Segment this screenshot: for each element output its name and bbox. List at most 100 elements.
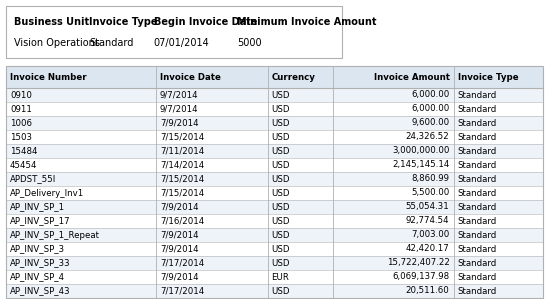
Bar xyxy=(6,6,341,58)
Text: 8,860.99: 8,860.99 xyxy=(412,175,450,184)
Text: Standard: Standard xyxy=(458,272,497,281)
Text: 7/16/2014: 7/16/2014 xyxy=(160,216,204,225)
Text: Invoice Type: Invoice Type xyxy=(458,72,518,82)
Text: USD: USD xyxy=(272,259,290,268)
Text: 7/15/2014: 7/15/2014 xyxy=(160,175,204,184)
Text: 7/9/2014: 7/9/2014 xyxy=(160,118,198,127)
Text: 0910: 0910 xyxy=(10,91,32,100)
Bar xyxy=(6,102,543,116)
Text: USD: USD xyxy=(272,245,290,254)
Text: USD: USD xyxy=(272,147,290,155)
Bar xyxy=(6,88,543,102)
Text: 7/15/2014: 7/15/2014 xyxy=(160,132,204,141)
Text: Invoice Number: Invoice Number xyxy=(10,72,87,82)
Text: 3,000,000.00: 3,000,000.00 xyxy=(392,147,450,155)
Text: 9/7/2014: 9/7/2014 xyxy=(160,104,198,114)
Text: USD: USD xyxy=(272,216,290,225)
Text: 6,069,137.98: 6,069,137.98 xyxy=(393,272,450,281)
Bar xyxy=(6,214,543,228)
Text: 7/9/2014: 7/9/2014 xyxy=(160,231,198,239)
Text: AP_INV_SP_3: AP_INV_SP_3 xyxy=(10,245,65,254)
Bar xyxy=(6,284,543,298)
Bar xyxy=(6,66,543,298)
Bar xyxy=(6,186,543,200)
Text: Standard: Standard xyxy=(458,118,497,127)
Bar xyxy=(6,66,543,88)
Text: Invoice Amount: Invoice Amount xyxy=(374,72,450,82)
Text: 7,003.00: 7,003.00 xyxy=(411,231,450,239)
Text: AP_Delivery_Inv1: AP_Delivery_Inv1 xyxy=(10,188,84,198)
Text: 15,722,407.22: 15,722,407.22 xyxy=(386,259,450,268)
Text: 55,054.31: 55,054.31 xyxy=(406,202,450,211)
Text: 0911: 0911 xyxy=(10,104,32,114)
Text: 92,774.54: 92,774.54 xyxy=(406,216,450,225)
Text: 07/01/2014: 07/01/2014 xyxy=(154,39,209,48)
Text: Standard: Standard xyxy=(458,104,497,114)
Text: 7/17/2014: 7/17/2014 xyxy=(160,286,204,295)
Text: 7/17/2014: 7/17/2014 xyxy=(160,259,204,268)
Text: 45454: 45454 xyxy=(10,161,37,170)
Text: USD: USD xyxy=(272,188,290,198)
Text: Currency: Currency xyxy=(272,72,316,82)
Text: USD: USD xyxy=(272,202,290,211)
Text: AP_INV_SP_43: AP_INV_SP_43 xyxy=(10,286,71,295)
Text: USD: USD xyxy=(272,161,290,170)
Text: 7/14/2014: 7/14/2014 xyxy=(160,161,204,170)
Text: Standard: Standard xyxy=(458,132,497,141)
Text: Standard: Standard xyxy=(458,231,497,239)
Text: USD: USD xyxy=(272,104,290,114)
Text: 6,000.00: 6,000.00 xyxy=(411,104,450,114)
Bar xyxy=(6,130,543,144)
Bar xyxy=(6,172,543,186)
Bar xyxy=(6,242,543,256)
Text: 1006: 1006 xyxy=(10,118,32,127)
Text: Invoice Type: Invoice Type xyxy=(89,17,158,27)
Text: Standard: Standard xyxy=(458,147,497,155)
Text: AP_INV_SP_1_Repeat: AP_INV_SP_1_Repeat xyxy=(10,231,100,239)
Text: USD: USD xyxy=(272,132,290,141)
Text: 20,511.60: 20,511.60 xyxy=(406,286,450,295)
Text: 7/9/2014: 7/9/2014 xyxy=(160,245,198,254)
Bar xyxy=(6,228,543,242)
Text: Standard: Standard xyxy=(458,216,497,225)
Text: 7/15/2014: 7/15/2014 xyxy=(160,188,204,198)
Text: 7/9/2014: 7/9/2014 xyxy=(160,272,198,281)
Text: 15484: 15484 xyxy=(10,147,37,155)
Text: Standard: Standard xyxy=(458,91,497,100)
Text: 6,000.00: 6,000.00 xyxy=(411,91,450,100)
Text: Invoice Date: Invoice Date xyxy=(160,72,221,82)
Text: 7/11/2014: 7/11/2014 xyxy=(160,147,204,155)
Text: USD: USD xyxy=(272,175,290,184)
Text: 5000: 5000 xyxy=(237,39,261,48)
Text: Standard: Standard xyxy=(458,175,497,184)
Text: USD: USD xyxy=(272,286,290,295)
Text: Business Unit: Business Unit xyxy=(14,17,89,27)
Text: Standard: Standard xyxy=(89,39,133,48)
Text: Standard: Standard xyxy=(458,286,497,295)
Text: EUR: EUR xyxy=(272,272,289,281)
Text: 2,145,145.14: 2,145,145.14 xyxy=(392,161,450,170)
Text: 7/9/2014: 7/9/2014 xyxy=(160,202,198,211)
Text: AP_INV_SP_4: AP_INV_SP_4 xyxy=(10,272,65,281)
Text: Standard: Standard xyxy=(458,188,497,198)
Text: Standard: Standard xyxy=(458,161,497,170)
Text: Vision Operations: Vision Operations xyxy=(14,39,100,48)
Text: AP_INV_SP_1: AP_INV_SP_1 xyxy=(10,202,65,211)
Text: 24,326.52: 24,326.52 xyxy=(406,132,450,141)
Bar xyxy=(6,256,543,270)
Text: AP_INV_SP_33: AP_INV_SP_33 xyxy=(10,259,71,268)
Text: USD: USD xyxy=(272,118,290,127)
Text: Begin Invoice Date: Begin Invoice Date xyxy=(154,17,257,27)
Text: 1503: 1503 xyxy=(10,132,32,141)
Bar xyxy=(6,270,543,284)
Text: Standard: Standard xyxy=(458,245,497,254)
Text: Standard: Standard xyxy=(458,202,497,211)
Text: 42,420.17: 42,420.17 xyxy=(406,245,450,254)
Text: Standard: Standard xyxy=(458,259,497,268)
Bar xyxy=(6,158,543,172)
Text: Minimum Invoice Amount: Minimum Invoice Amount xyxy=(237,17,377,27)
Text: APDST_55I: APDST_55I xyxy=(10,175,56,184)
Text: AP_INV_SP_17: AP_INV_SP_17 xyxy=(10,216,71,225)
Text: 9/7/2014: 9/7/2014 xyxy=(160,91,198,100)
Text: 9,600.00: 9,600.00 xyxy=(412,118,450,127)
